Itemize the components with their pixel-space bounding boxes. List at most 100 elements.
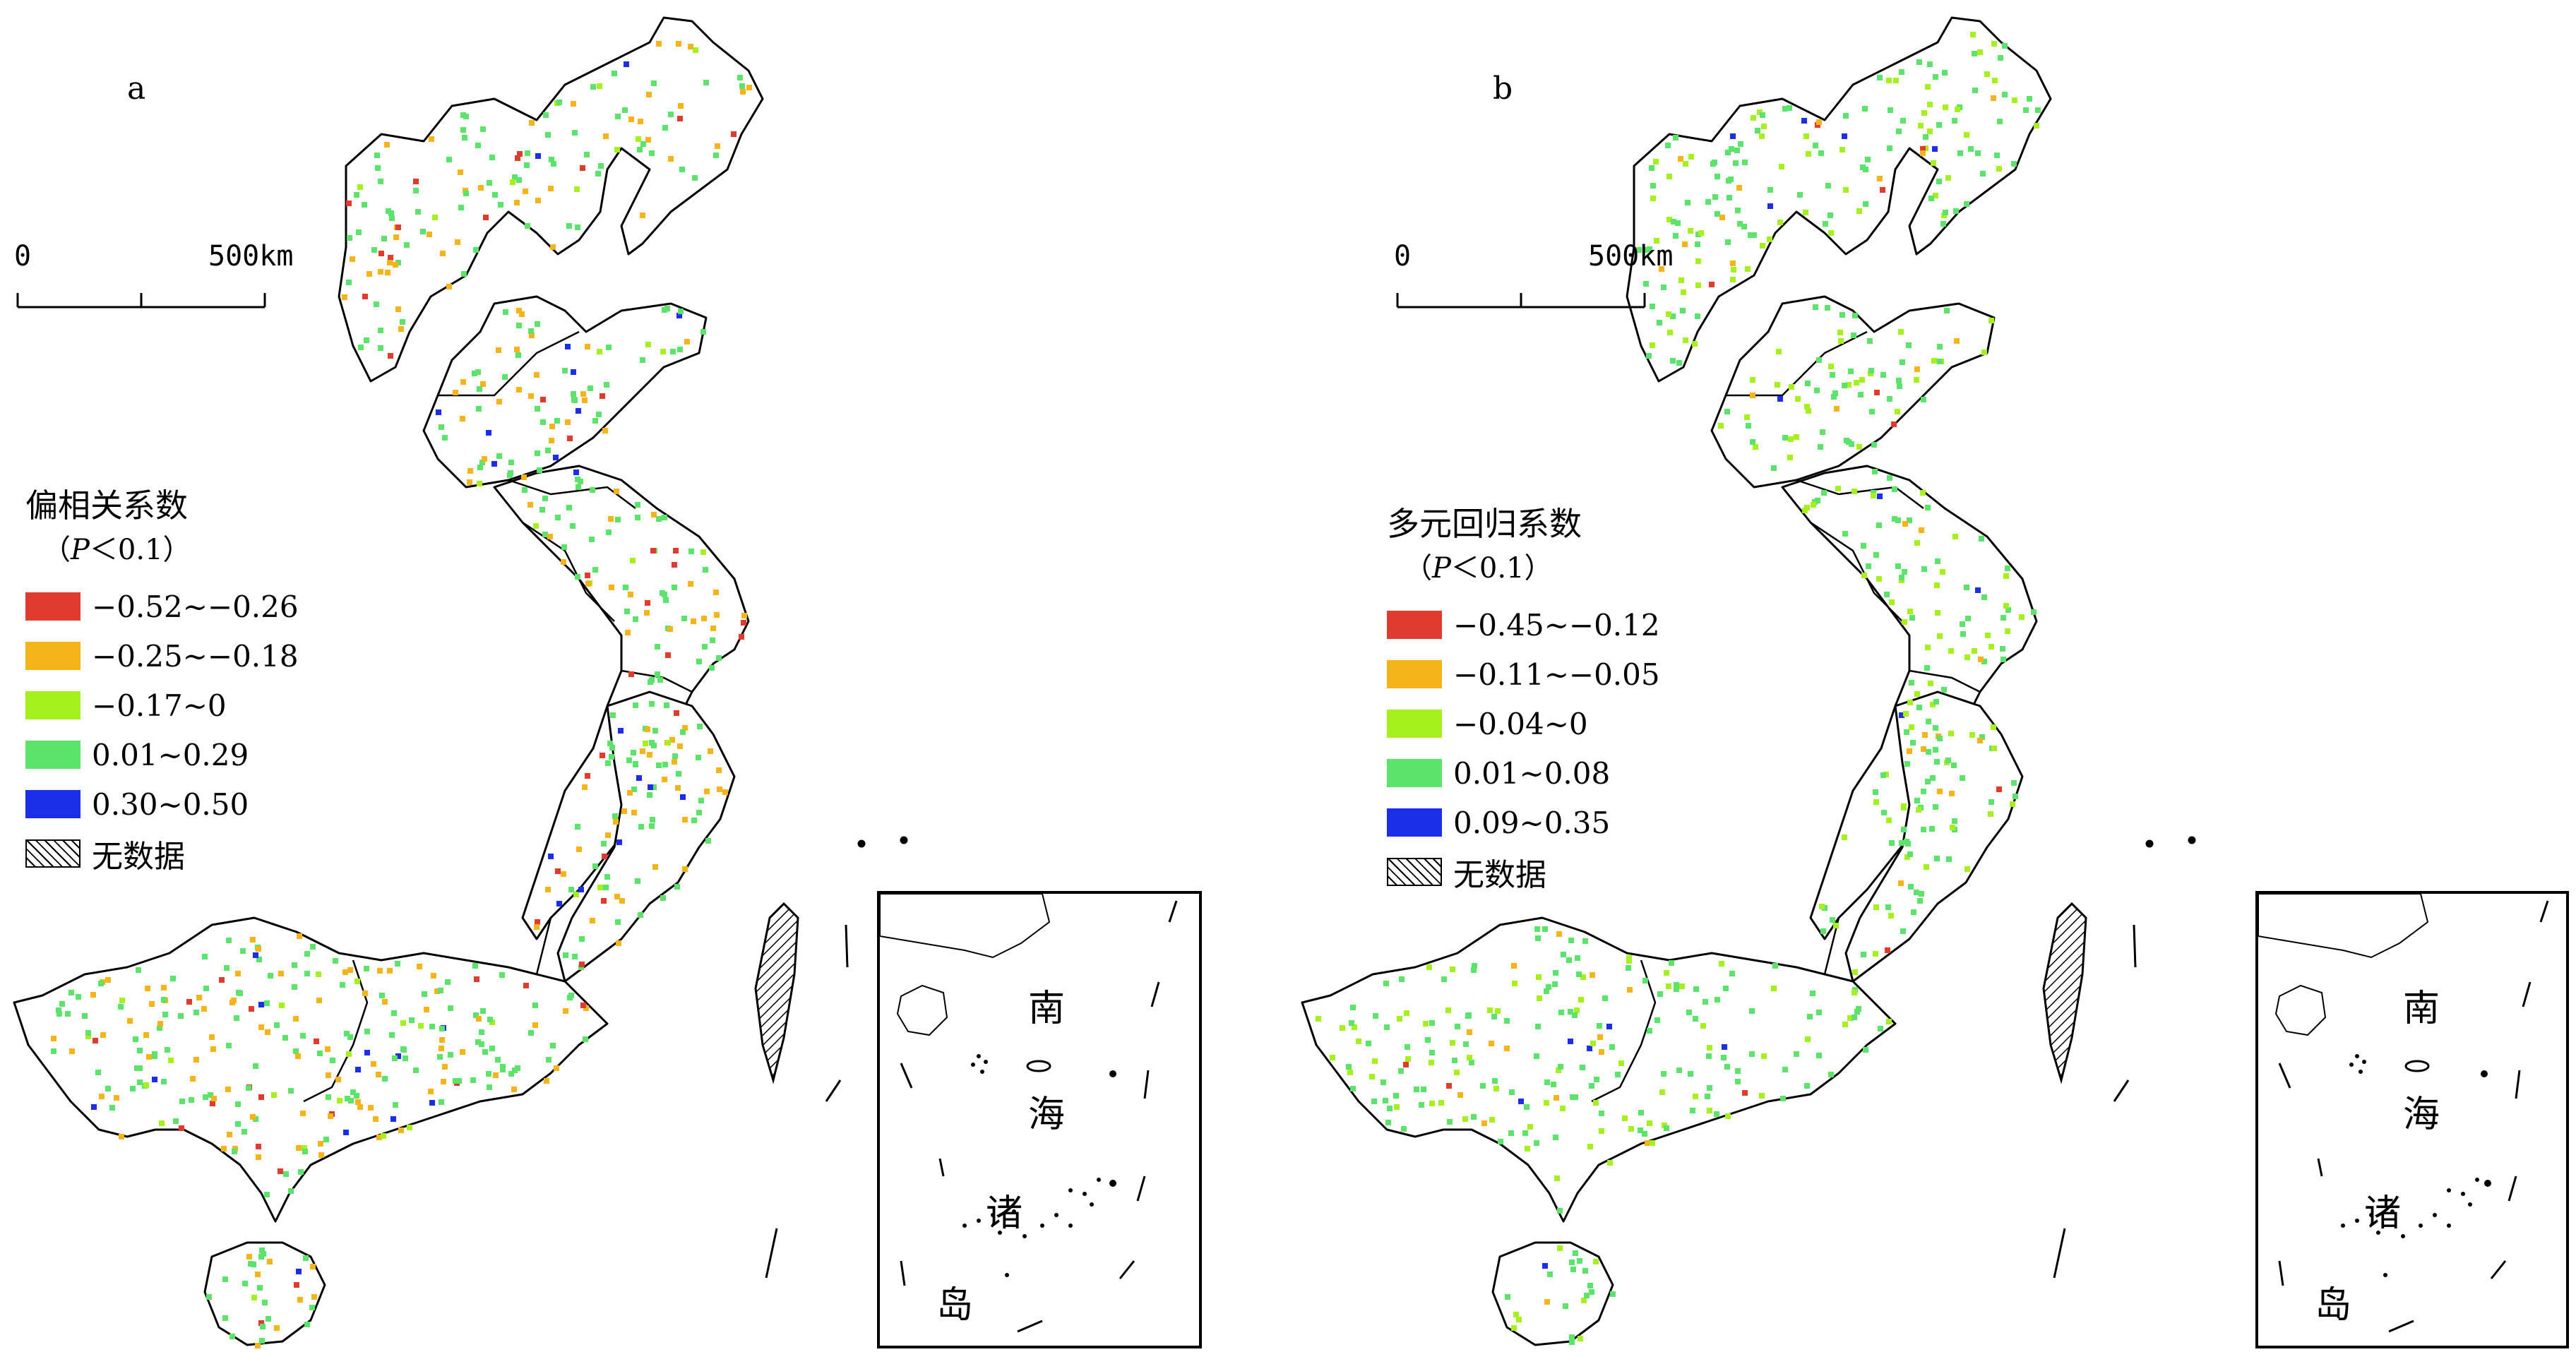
raster-cell: [1609, 1044, 1615, 1050]
raster-cell: [1889, 599, 1895, 605]
raster-cell: [644, 610, 650, 616]
raster-cell: [253, 1063, 258, 1069]
raster-cell: [1721, 1055, 1727, 1060]
raster-cell: [645, 342, 651, 347]
raster-cell: [1347, 1070, 1353, 1075]
raster-cell: [1627, 987, 1633, 993]
raster-cell: [251, 1262, 256, 1267]
raster-cell: [508, 470, 513, 476]
raster-cell: [1818, 444, 1823, 450]
raster-cell: [1568, 938, 1574, 943]
raster-cell: [622, 107, 628, 113]
raster-cell: [1733, 160, 1739, 166]
raster-cell: [1928, 196, 1934, 201]
raster-cell: [1381, 1079, 1386, 1085]
raster-cell: [575, 574, 580, 580]
raster-cell: [1429, 1060, 1434, 1065]
raster-cell: [1578, 997, 1584, 1003]
raster-cell: [627, 790, 633, 796]
raster-cell: [480, 126, 486, 132]
raster-cell: [583, 1036, 588, 1042]
raster-cell: [1897, 383, 1902, 389]
raster-cell: [170, 976, 176, 981]
raster-cell: [705, 838, 711, 844]
raster-cell: [532, 1022, 538, 1028]
raster-cell: [663, 597, 669, 603]
taiwan-no-data: [2042, 902, 2087, 1084]
raster-cell: [347, 1034, 353, 1040]
raster-cell: [381, 236, 387, 241]
raster-cell: [1673, 233, 1678, 239]
raster-cell: [295, 1053, 301, 1059]
raster-cell: [1996, 166, 2002, 172]
raster-cell: [1688, 228, 1693, 234]
raster-cell: [1851, 333, 1856, 338]
raster-cell: [1666, 174, 1672, 179]
raster-cell: [1907, 700, 1913, 705]
raster-cell: [585, 573, 590, 578]
raster-cell: [446, 157, 452, 162]
raster-cell: [1755, 128, 1760, 133]
raster-cell: [1467, 1029, 1472, 1035]
raster-cell: [455, 239, 460, 245]
raster-cell: [1909, 615, 1915, 621]
raster-cell: [1454, 1070, 1460, 1075]
raster-cell: [1937, 344, 1943, 349]
raster-cell: [1457, 1092, 1463, 1098]
raster-cell: [1471, 1114, 1477, 1120]
raster-cell: [460, 379, 466, 385]
raster-cell: [606, 345, 612, 350]
raster-cell: [1828, 230, 1834, 236]
raster-cell: [1895, 518, 1901, 523]
raster-cell: [364, 966, 369, 971]
raster-cell: [628, 116, 634, 122]
raster-cell: [1340, 1025, 1345, 1031]
legend-item: 0.09~0.35: [1387, 798, 1660, 847]
raster-cell: [1638, 1110, 1644, 1115]
raster-cell: [1419, 1102, 1424, 1108]
raster-cell: [1943, 210, 1948, 215]
southeast-coast: [556, 690, 736, 983]
raster-cell: [1816, 1010, 1822, 1015]
legend-swatch-hatch: [1387, 858, 1442, 886]
raster-cell: [357, 184, 363, 190]
raster-cell: [646, 92, 652, 97]
raster-cell: [271, 1092, 277, 1098]
raster-cell: [2011, 780, 2017, 786]
raster-cell: [442, 435, 448, 441]
raster-cell: [1731, 267, 1736, 273]
legend-swatch-lime: [1387, 710, 1442, 738]
raster-cell: [304, 971, 310, 976]
raster-cell: [343, 1130, 349, 1135]
raster-cell: [475, 1039, 481, 1045]
raster-cell: [1842, 531, 1848, 537]
raster-cell: [206, 1294, 212, 1300]
raster-cell: [1816, 1053, 1822, 1058]
raster-cell: [616, 839, 622, 845]
raster-cell: [572, 954, 578, 959]
raster-cell: [625, 630, 631, 635]
raster-cell: [428, 1089, 434, 1094]
inset-map: [880, 894, 1178, 1333]
raster-cell: [1919, 891, 1924, 897]
raster-cell: [1647, 1028, 1652, 1034]
raster-cell: [162, 1012, 168, 1017]
raster-cell: [346, 201, 352, 206]
raster-cell: [458, 205, 464, 210]
raster-cell: [1926, 719, 1931, 724]
raster-cell: [258, 1094, 264, 1100]
raster-cell: [391, 1010, 397, 1016]
raster-cell: [1904, 729, 1909, 735]
raster-cell: [292, 962, 297, 968]
raster-cell: [514, 347, 520, 352]
raster-cell: [1839, 147, 1845, 152]
raster-cell: [631, 750, 636, 755]
raster-cell: [467, 479, 472, 485]
raster-cell: [439, 1026, 445, 1031]
raster-cell: [1751, 232, 1757, 238]
raster-cell: [165, 1047, 170, 1053]
raster-cell: [1471, 967, 1477, 973]
raster-cell: [1463, 1041, 1469, 1047]
raster-cell: [1661, 1071, 1666, 1077]
raster-cell: [722, 789, 728, 795]
